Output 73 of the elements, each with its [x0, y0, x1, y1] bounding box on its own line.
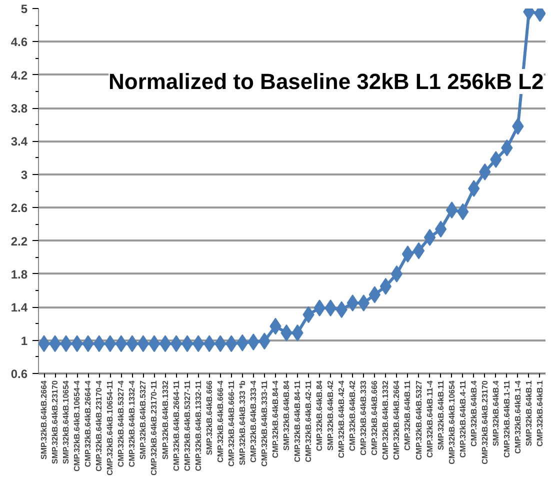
y-tick-label: 1.8	[10, 267, 28, 282]
x-tick-label: CMP.32kB.64kB.84-11	[293, 380, 302, 462]
x-tick-label: SMP.32kB.64kB.23170	[50, 380, 60, 464]
x-tick-label: CMP.32kB.64kB.11	[403, 380, 412, 451]
x-tick-label: CMP.32kB.64kB.2664-11	[172, 380, 181, 472]
y-tick-label: 3	[20, 168, 28, 182]
x-tick-label: CMP.32kB.64kB.10654	[447, 380, 456, 464]
x-tick-label: SMP.32kB.64kB.1	[524, 380, 534, 446]
y-tick-label: 5	[20, 2, 28, 16]
point	[424, 228, 436, 246]
x-tick-label: CMP.32kB.64kB.23170	[480, 380, 490, 464]
point	[159, 335, 172, 352]
x-tick-label: CMP.32kB.64kB.333	[359, 380, 368, 456]
point	[446, 202, 458, 219]
point	[412, 242, 425, 260]
x-tick-label: SMP.32kB.64kB.4	[491, 380, 500, 446]
x-tick-label: CMP.32kB.64kB.4-11	[458, 380, 468, 458]
x-tick-label: SMP.32kB.64kB.1332	[160, 380, 170, 460]
y-tick-label: 1	[20, 334, 28, 348]
x-tick-label: CMP.32kB.64kB.42-4	[337, 380, 346, 458]
x-tick-label: SMP.32kB.64kB.2664	[40, 380, 49, 460]
point	[402, 246, 414, 263]
x-tick-label: SMP.32kB.64kB.42	[326, 380, 336, 451]
x-tick-label: CMP.32kB.64kB.4	[469, 380, 478, 447]
x-tick-label: CMP.32kB.64kB.2664-4	[84, 380, 93, 468]
point	[434, 220, 447, 238]
x-tick-label: CMP.32kB.64kB.1332	[381, 380, 390, 460]
y-tick-label: 0.6	[10, 367, 28, 381]
x-tick-label: CMP.32kB.64kB.84	[315, 380, 324, 452]
point	[192, 335, 204, 352]
y-tick-label: 2.2	[10, 234, 28, 248]
y-tick-label: 2.6	[10, 201, 28, 216]
point	[170, 335, 182, 352]
x-tick-label: CMP.32kB.64kB.11-4	[425, 380, 434, 458]
x-tick-label: CMP.32kB.64kB.666-4	[216, 380, 225, 463]
y-tick-label: 4.6	[10, 35, 28, 50]
point	[148, 335, 160, 352]
point	[390, 265, 403, 282]
x-tick-label: CMP.32kB.64kB.5327-4	[116, 380, 126, 468]
x-tick-label: CMP.32kB.64kB.23170-11	[150, 380, 159, 476]
x-tick-label: CMP.32kB.64kB.2664	[392, 380, 402, 460]
x-tick-label: CMP.32kB.64kB.333-4	[248, 380, 258, 463]
x-tick-label: SMP.32kB.64kB.5327	[138, 380, 148, 460]
x-tick-label: CMP.32kB.64kB.42-11	[304, 380, 314, 462]
x-tick-label: CMP.32kB.64kB.1-11	[502, 380, 512, 458]
point	[181, 335, 194, 352]
y-tick-label: 3.4	[10, 134, 28, 149]
x-tick-label: CMP.32kB.64kB.5327-11	[182, 380, 192, 472]
x-tick-label: SMP.32kB.64kB.10654	[62, 380, 71, 464]
x-tick-label: CMP.32kB.64kB.1332-4	[128, 380, 137, 468]
x-tick-label: CMP.32kB.64kB.10654-4	[72, 380, 82, 472]
y-tick-label: 3.8	[10, 102, 28, 116]
x-tick-label: CMP.32kB.64kB.42	[348, 380, 358, 452]
x-tick-label: CMP.32kB.64kB.1	[535, 380, 544, 447]
point	[137, 335, 150, 352]
x-tick-label: CMP.32kB.64kB.1-4	[513, 380, 522, 454]
y-tick-label: 1.4	[10, 300, 28, 315]
x-tick-label: CMP.32kB.64kB.23170-4	[94, 380, 104, 472]
x-tick-label: CMP.32kB.64kB.84-4	[270, 380, 280, 458]
x-tick-label: CMP.32kB.64kB.666-11	[226, 380, 236, 467]
x-tick-label: SMP.32kB.64kB.84	[282, 380, 291, 451]
point	[380, 278, 392, 295]
x-tick-label: CMP.32kB.64kB.5327	[414, 380, 424, 460]
x-tick-label: SMP.32kB.64kB.11	[436, 380, 446, 450]
y-tick-label: 4.2	[10, 68, 28, 82]
x-tick-label: CMP.32kB.64kB.1332-11	[194, 380, 203, 472]
x-tick-label: SMP.32kB.64kB.666	[204, 380, 214, 456]
x-tick-label: CMP.32kB.64kB.10654-11	[106, 380, 115, 476]
x-tick-label: CMP.32kB.64kB.333-11	[260, 380, 269, 467]
text: Normalized to Baseline 32kB L1 256kB L2	[108, 69, 544, 94]
point	[126, 335, 138, 352]
x-tick-label: CMP.32kB.64kB.666	[370, 380, 380, 456]
x-tick-label: SMP.32kB.64kB.333 *b	[238, 380, 247, 466]
